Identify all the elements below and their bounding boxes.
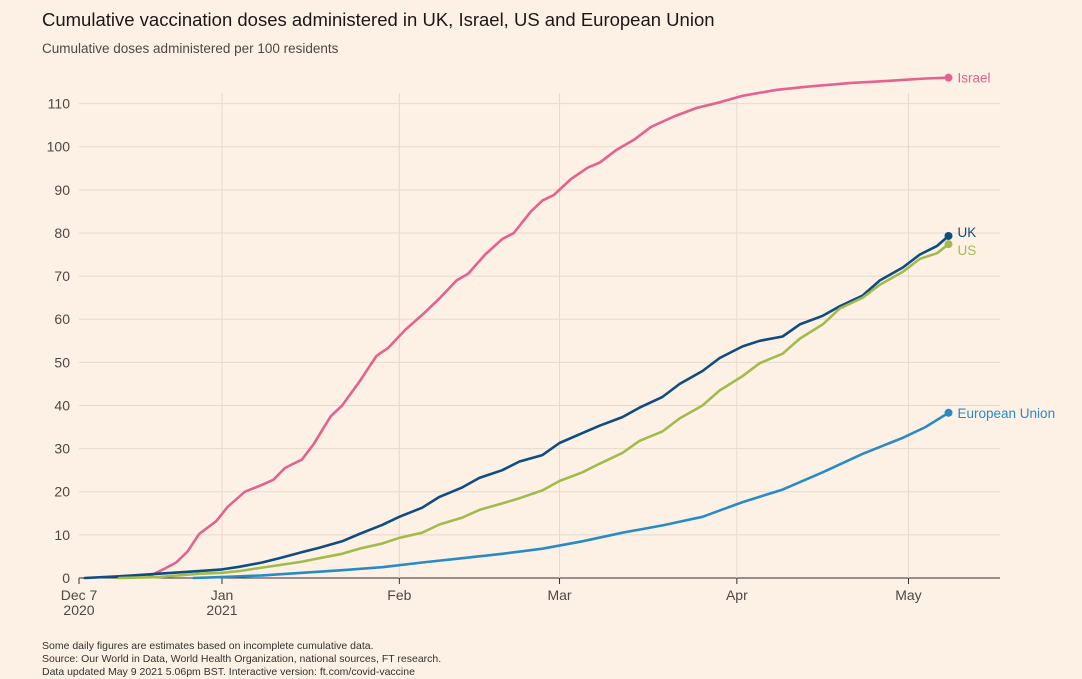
israel-end-marker (944, 73, 953, 82)
series-lines (83, 73, 953, 580)
y-tick-label: 70 (54, 268, 70, 284)
uk-label: UK (958, 225, 977, 240)
y-tick-label: 100 (47, 139, 71, 155)
y-tick-label: 40 (54, 397, 70, 413)
european-union-line (192, 411, 950, 580)
footer-source: Source: Our World in Data, World Health … (42, 653, 442, 665)
us-line (117, 242, 950, 580)
y-tick-label: 80 (54, 225, 70, 241)
footer-note: Some daily figures are estimates based o… (42, 640, 374, 652)
uk-line (83, 234, 950, 580)
chart-subtitle: Cumulative doses administered per 100 re… (42, 41, 339, 56)
israel-line (146, 76, 950, 579)
uk-end-marker (944, 231, 953, 240)
y-tick-label: 90 (54, 182, 70, 198)
x-tick-label: Mar (547, 587, 571, 603)
footer-updated: Data updated May 9 2021 5.06pm BST. Inte… (42, 666, 415, 678)
x-tick-year: 2020 (63, 602, 94, 618)
gridlines (78, 93, 1000, 584)
x-tick-year: 2021 (206, 602, 237, 618)
israel-label: Israel (958, 71, 991, 86)
series-labels: Israel UK US European Union (958, 71, 1056, 421)
x-tick-label: Apr (726, 587, 748, 603)
y-tick-label: 50 (54, 354, 70, 370)
y-tick-label: 0 (62, 570, 70, 586)
y-tick-label: 110 (48, 96, 71, 112)
x-tick-label: Jan (211, 587, 234, 603)
european-union-end-marker (944, 408, 953, 417)
y-axis: 0 10 20 30 40 50 60 70 80 90 100 110 (47, 96, 71, 586)
us-end-marker (944, 240, 953, 249)
x-tick-label: May (895, 587, 921, 603)
y-tick-label: 20 (54, 484, 70, 500)
european-union-label: European Union (958, 406, 1056, 421)
x-tick-label: Feb (387, 587, 411, 603)
y-tick-label: 60 (54, 311, 70, 327)
us-label: US (958, 243, 977, 258)
y-tick-label: 30 (54, 441, 70, 457)
x-tick-label: Dec 7 (61, 587, 98, 603)
chart-title: Cumulative vaccination doses administere… (42, 9, 715, 30)
chart-footer: Some daily figures are estimates based o… (42, 640, 441, 679)
y-tick-label: 10 (54, 527, 70, 543)
